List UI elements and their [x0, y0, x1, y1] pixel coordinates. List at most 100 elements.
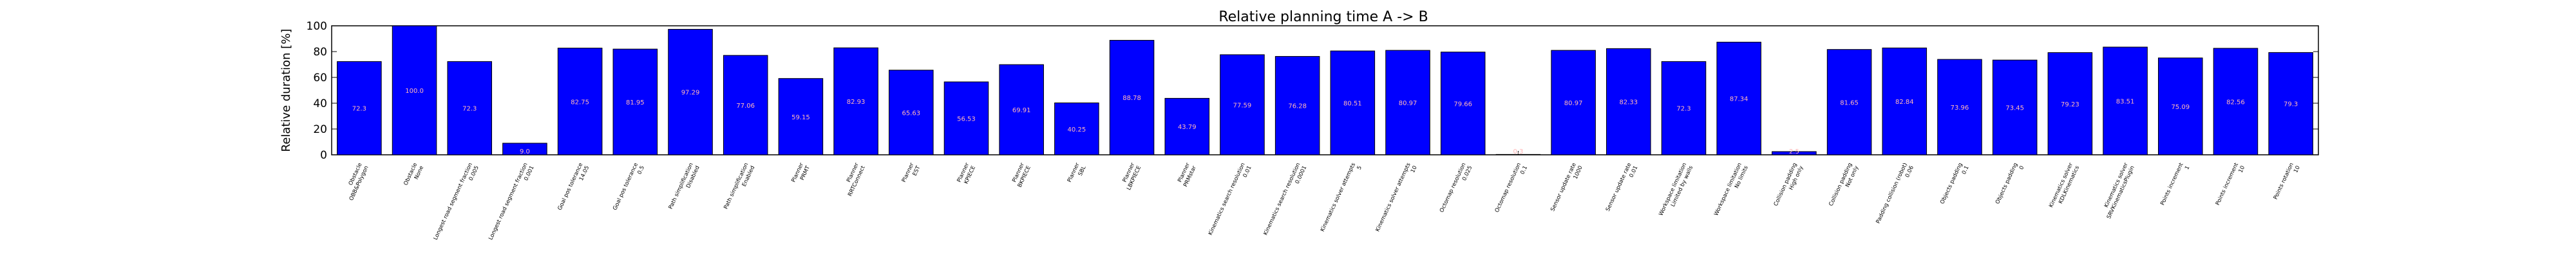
bar	[1164, 97, 1210, 155]
y-tick-label: 100	[307, 20, 327, 33]
x-tick-label-line: 10	[2293, 165, 2302, 174]
y-tick-label: 60	[313, 72, 327, 84]
bar	[833, 47, 878, 155]
data-label: 59.15	[791, 114, 810, 121]
bar	[2213, 48, 2259, 155]
x-tick-label-line: 10	[2238, 165, 2247, 174]
data-label: 69.91	[1012, 107, 1031, 114]
x-tick-label: Padding collision (robot)0.06	[1875, 162, 1915, 224]
bar	[1551, 50, 1596, 155]
x-tick-label-line: Points increment	[2159, 161, 2185, 206]
bar	[2047, 52, 2093, 155]
data-label: 56.53	[957, 115, 976, 123]
chart-title: Relative planning time A -> B	[1218, 9, 1428, 25]
data-label: 100.0	[405, 88, 424, 95]
x-tick-label-line: Padding collision (robot)	[1875, 162, 1909, 224]
data-label: 79.3	[2284, 101, 2298, 108]
y-axis-label: Relative duration [%]	[279, 29, 293, 152]
bar	[1054, 103, 1099, 155]
data-label: 9.0	[520, 148, 530, 155]
data-label: 82.33	[1619, 99, 1638, 106]
data-label: 82.75	[571, 99, 589, 106]
bar	[1220, 54, 1265, 155]
bar	[1882, 47, 1927, 155]
bar	[668, 28, 713, 155]
bar	[612, 48, 658, 155]
bar	[943, 81, 989, 155]
data-label: 73.96	[1951, 104, 1969, 112]
x-tick-label-line: Objects padding	[1994, 162, 2019, 205]
data-label: 76.28	[1288, 103, 1307, 110]
bar	[502, 143, 547, 155]
data-label: 65.63	[902, 110, 920, 117]
x-tick-label-line: Octomap resolution	[1494, 162, 1522, 213]
data-labels: 72.3 100.0 72.3 9.0 82.75 81.95 97.29 77.06 59.1…	[352, 88, 2298, 155]
bar	[1330, 50, 1376, 155]
bar	[1772, 151, 1817, 155]
data-label: 80.97	[1564, 100, 1583, 107]
bar	[1661, 61, 1707, 155]
data-label: 88.78	[1122, 95, 1141, 102]
bar	[889, 70, 934, 155]
data-label: 40.25	[1068, 126, 1086, 134]
bar	[1495, 154, 1541, 155]
bar	[1992, 59, 2038, 155]
bar	[723, 55, 768, 155]
data-label: 82.93	[847, 99, 866, 106]
x-tick-label-line: 1	[2184, 165, 2191, 171]
x-tick-label-line: Objects padding	[1939, 162, 1964, 205]
x-tick-label-line: Goal pos tolerance	[612, 162, 639, 212]
x-tick-label-line: Kinematics solver attempts	[1374, 162, 1412, 233]
x-tick-label-line: Sensor update rate	[1605, 162, 1633, 212]
bar	[1937, 59, 1982, 155]
bar	[1274, 55, 1320, 155]
bar	[1109, 39, 1155, 155]
data-label: 2.5	[1789, 148, 1799, 155]
data-label: 77.59	[1233, 102, 1252, 109]
x-tick-label-line: 5	[1356, 165, 1363, 171]
data-label: 80.97	[1399, 100, 1417, 107]
bar	[1716, 41, 1761, 155]
bar	[778, 78, 824, 155]
data-label: 75.09	[2171, 104, 2190, 111]
bar	[447, 61, 493, 155]
bar	[392, 25, 437, 155]
y-tick-label: 20	[313, 123, 327, 136]
x-tick-label-line: 0	[2018, 165, 2025, 171]
data-label: 81.95	[626, 99, 645, 106]
data-label: 83.51	[2116, 98, 2135, 105]
x-tick-label-line: Octomap resolution	[1439, 162, 1467, 213]
y-tick-label: 40	[313, 97, 327, 110]
x-tick-label-line: Points increment	[2215, 161, 2240, 206]
data-label: 81.65	[1840, 99, 1859, 106]
plot-frame	[331, 25, 2319, 155]
bars	[337, 25, 2313, 155]
data-label: 72.3	[462, 106, 477, 113]
bar	[1826, 49, 1872, 155]
y-tick-label: 80	[313, 46, 327, 59]
